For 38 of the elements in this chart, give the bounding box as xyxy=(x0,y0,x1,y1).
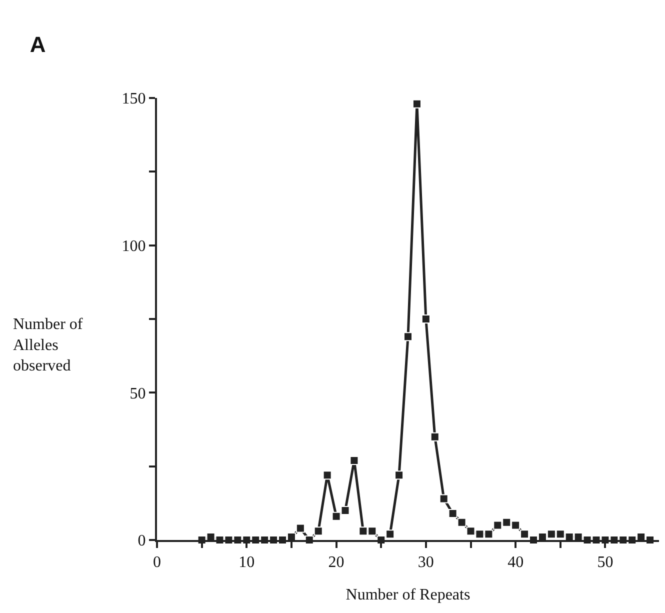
y-tick-label: 150 xyxy=(122,90,146,108)
x-tick-label: 0 xyxy=(153,554,161,572)
point xyxy=(368,526,377,536)
y-axis-title: Number of Alleles observed xyxy=(13,316,84,375)
point xyxy=(448,508,458,518)
point xyxy=(466,526,476,536)
point xyxy=(394,470,404,480)
point xyxy=(412,99,422,108)
point xyxy=(439,494,448,504)
x-tick-label: 50 xyxy=(597,554,614,572)
point xyxy=(332,512,341,521)
point xyxy=(314,526,323,536)
x-axis-title: Number of Repeats xyxy=(346,586,470,604)
point xyxy=(493,520,502,530)
point xyxy=(404,332,412,342)
point xyxy=(475,530,484,539)
point xyxy=(386,530,395,539)
point xyxy=(430,432,440,442)
point xyxy=(322,470,332,480)
point xyxy=(421,314,430,324)
point xyxy=(520,530,530,539)
x-tick-label: 40 xyxy=(508,554,524,572)
y-tick-label: 50 xyxy=(130,385,146,402)
y-tick-label: 100 xyxy=(122,238,146,255)
point xyxy=(457,518,466,527)
point xyxy=(484,530,494,539)
point xyxy=(296,524,305,533)
point xyxy=(502,518,512,527)
x-tick-label: 20 xyxy=(328,554,344,572)
point xyxy=(546,530,556,539)
point xyxy=(511,520,520,530)
x-tick-label: 10 xyxy=(238,554,255,572)
point xyxy=(358,526,368,536)
y-tick-label: 0 xyxy=(138,532,146,550)
x-tick-label: 30 xyxy=(418,554,434,572)
point xyxy=(340,506,350,516)
chart-title: A xyxy=(30,32,46,58)
point xyxy=(556,530,565,539)
